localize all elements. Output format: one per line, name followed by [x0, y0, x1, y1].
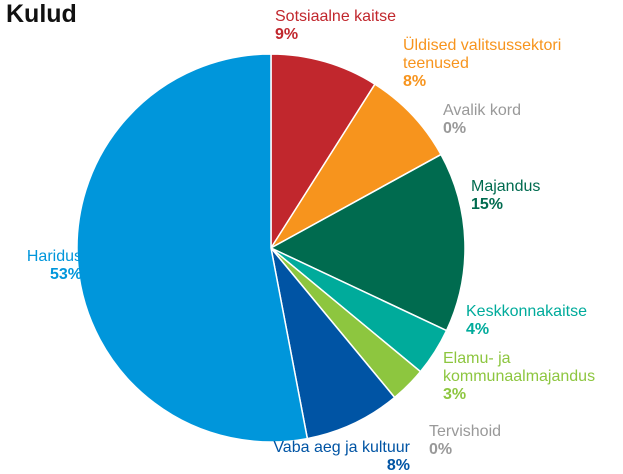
- category-label: Keskkonnakaitse: [466, 303, 587, 320]
- value-label: 15%: [471, 196, 504, 213]
- slice-label: Sotsiaalne kaitse 9%: [275, 8, 475, 44]
- slice-label: Üldised valitsussektori teenused 8%: [403, 37, 603, 91]
- category-label: Vaba aeg ja kultuur: [273, 439, 410, 456]
- category-label: Elamu- ja kommunaalmajandus: [443, 350, 596, 385]
- value-label: 3%: [443, 386, 467, 403]
- pie-slice: [270, 53, 376, 251]
- value-label: 9%: [275, 26, 299, 43]
- value-label: 0%: [443, 120, 467, 137]
- value-label: 53%: [49, 266, 82, 283]
- category-label: Tervishoid: [429, 423, 502, 440]
- category-label: Sotsiaalne kaitse: [275, 8, 396, 25]
- slice-label: Majandus 15%: [471, 178, 611, 214]
- slice-label: Avalik kord 0%: [443, 102, 593, 138]
- category-label: Majandus: [471, 178, 541, 195]
- chart-title: Kulud: [6, 0, 77, 28]
- pie-slice: [269, 153, 466, 332]
- pie-slice: [76, 53, 309, 443]
- category-label: Üldised valitsussektori teenused: [403, 37, 562, 72]
- pie-slice: [270, 247, 396, 440]
- category-label: Haridus: [26, 248, 82, 265]
- category-label: Avalik kord: [443, 102, 521, 119]
- value-label: 8%: [403, 73, 427, 90]
- value-label: 0%: [429, 441, 453, 458]
- slice-label: Vaba aeg ja kultuur 8%: [210, 439, 410, 474]
- value-label: 4%: [466, 321, 490, 338]
- slice-label: Tervishoid 0%: [429, 423, 579, 459]
- value-label: 8%: [386, 457, 410, 474]
- slice-label: Keskkonnakaitse 4%: [466, 303, 616, 339]
- pie-slice: [270, 83, 443, 249]
- slice-label: Haridus 53%: [0, 248, 82, 284]
- slice-label: Elamu- ja kommunaalmajandus 3%: [443, 350, 598, 404]
